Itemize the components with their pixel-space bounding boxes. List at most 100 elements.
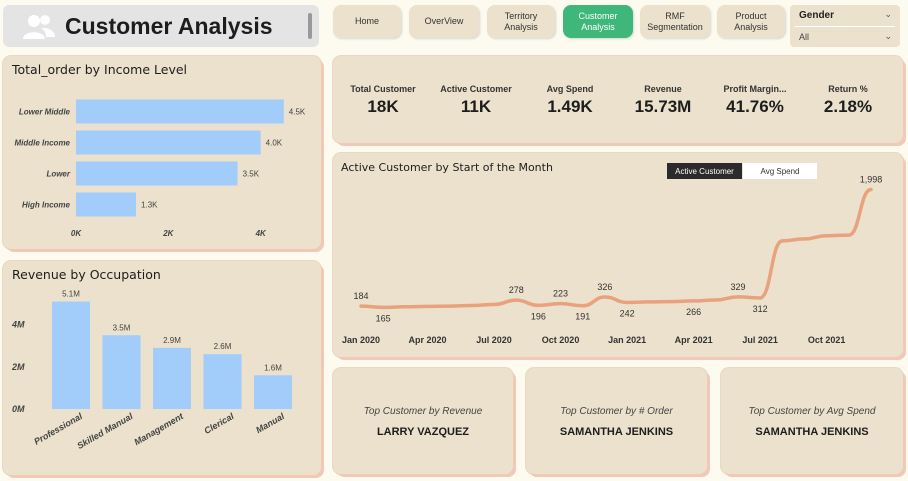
point-label: 312 <box>753 304 768 314</box>
data-label: 4.5K <box>289 108 306 117</box>
income-bar[interactable] <box>76 130 261 155</box>
category-label: Middle Income <box>14 139 70 148</box>
top-customer-avgspend-card: Top Customer by Avg Spend SAMANTHA JENKI… <box>721 368 903 474</box>
nav-label: OverView <box>424 16 464 26</box>
chart-title: Active Customer by Start of the Month <box>341 161 553 174</box>
slicer-label: Gender <box>799 10 835 21</box>
category-label: Management <box>132 411 186 448</box>
toggle-active-customer[interactable]: Active Customer <box>667 163 742 179</box>
x-tick-label: 2K <box>162 229 174 238</box>
nav-customer-button[interactable]: Customer Analysis <box>563 5 633 38</box>
kpi-label: Active Customer <box>440 84 512 94</box>
nav-label: Customer Analysis <box>578 10 618 32</box>
kpi-card: Total Customer 18K Active Customer 11K A… <box>333 56 903 143</box>
point-label: 165 <box>376 313 391 323</box>
kpi-value: 41.76% <box>726 97 784 116</box>
card-label: Top Customer by Revenue <box>363 406 483 417</box>
occupation-chart-card: Revenue by Occupation 0M 2M 4M 5.1M Professi… <box>3 261 321 475</box>
kpi-label: Avg Spend <box>546 84 594 94</box>
occupation-bar[interactable] <box>153 347 191 409</box>
kpi-return-pct: Return % 2.18% <box>803 84 893 117</box>
income-bar[interactable] <box>76 192 137 217</box>
chevron-down-icon[interactable]: ⌄ <box>884 9 892 19</box>
kpi-value: 11K <box>460 97 492 116</box>
active-customer-chart-card: Active Customer by Start of the Month Ac… <box>333 153 903 357</box>
x-tick-label: Jan 2020 <box>342 335 380 345</box>
point-label: 326 <box>597 282 612 292</box>
page-title: Customer Analysis <box>65 13 273 39</box>
x-tick-label: Oct 2021 <box>808 335 846 345</box>
title-scrollbar <box>308 13 312 39</box>
occupation-bar[interactable] <box>102 335 141 409</box>
y-tick-label: 0M <box>12 404 25 414</box>
occupation-bar[interactable] <box>203 354 242 409</box>
data-label: 1.6M <box>264 363 282 372</box>
kpi-revenue: Revenue 15.73M <box>618 84 708 117</box>
point-label: 278 <box>509 285 524 295</box>
kpi-value: 2.18% <box>823 97 873 116</box>
category-label: High Income <box>22 201 71 210</box>
data-label: 3.5K <box>243 170 260 179</box>
kpi-avg-spend: Avg Spend 1.49K <box>525 84 615 117</box>
x-tick-label: Jul 2020 <box>476 335 512 345</box>
nav-territory-button[interactable]: Territory Analysis <box>487 5 555 38</box>
nav-label: Product Analysis <box>734 10 768 32</box>
data-label: 5.1M <box>62 290 80 299</box>
data-label: 4.0K <box>266 139 283 148</box>
chart-title: Total_order by Income Level <box>12 62 188 77</box>
nav-label: RMF Segmentation <box>647 10 703 32</box>
card-value: SAMANTHA JENKINS <box>755 426 869 438</box>
income-bar[interactable] <box>76 99 284 124</box>
nav-label: Territory Analysis <box>504 10 538 32</box>
chart-title: Revenue by Occupation <box>12 267 161 282</box>
y-tick-label: 2M <box>11 362 25 372</box>
nav-overview-button[interactable]: OverView <box>409 5 479 38</box>
point-label: 242 <box>620 308 635 318</box>
income-chart-card: Total_order by Income Level Lower Middle… <box>3 56 321 249</box>
point-label: 223 <box>553 289 568 299</box>
card-label: Top Customer by # Order <box>560 406 673 417</box>
point-label: 184 <box>353 291 368 301</box>
nav-label: Home <box>354 16 379 26</box>
kpi-value: 1.49K <box>547 97 593 116</box>
category-label: Manual <box>254 411 286 435</box>
active-customer-line-chart: 184 165 278 196 223 191 326 242 266 329 312 1,998 Ja… <box>342 175 883 345</box>
occupation-bar[interactable] <box>254 375 292 409</box>
kpi-label: Total Customer <box>350 84 416 94</box>
data-label: 1.3K <box>141 201 158 210</box>
category-label: Skilled Manual <box>75 411 135 451</box>
point-label: 329 <box>730 282 745 292</box>
point-label: 266 <box>686 307 701 317</box>
x-tick-label: Apr 2020 <box>409 335 447 345</box>
title-banner: Customer Analysis <box>3 5 319 47</box>
nav-home-button[interactable]: Home <box>333 5 401 38</box>
category-label: Clerical <box>202 411 236 436</box>
kpi-value: 15.73M <box>634 97 692 116</box>
data-label: 2.9M <box>163 336 181 345</box>
point-label: 196 <box>531 311 546 321</box>
category-label: Lower <box>46 170 70 179</box>
income-bar[interactable] <box>76 161 238 186</box>
toggle-avg-spend[interactable]: Avg Spend <box>743 163 817 179</box>
income-bar-chart: Lower Middle 4.5K Middle Income 4.0K Lower 3.… <box>14 99 306 238</box>
nav-product-button[interactable]: Product Analysis <box>717 5 785 38</box>
top-customer-orders-card: Top Customer by # Order SAMANTHA JENKINS <box>526 368 707 474</box>
x-tick-label: Jul 2021 <box>742 335 778 345</box>
x-tick-label: Oct 2020 <box>542 335 580 345</box>
nav-rmf-button[interactable]: RMF Segmentation <box>640 5 710 38</box>
kpi-profit-margin: Profit Margin... 41.76% <box>710 84 800 117</box>
slicer-value: All <box>799 32 810 42</box>
kpi-active-customer: Active Customer 11K <box>431 84 521 117</box>
active-customer-line[interactable] <box>359 187 873 310</box>
kpi-label: Return % <box>828 84 868 94</box>
data-label: 3.5M <box>113 323 131 332</box>
point-label: 1,998 <box>860 175 883 185</box>
chevron-down-icon[interactable]: ⌄ <box>884 31 892 41</box>
kpi-total-customer: Total Customer 18K <box>338 84 428 117</box>
gender-slicer[interactable]: Gender ⌄ All ⌄ <box>790 5 900 47</box>
x-tick-label: Apr 2021 <box>675 335 713 345</box>
occupation-bar[interactable] <box>52 301 90 409</box>
card-label: Top Customer by Avg Spend <box>748 406 876 417</box>
category-label: Lower Middle <box>19 108 71 117</box>
